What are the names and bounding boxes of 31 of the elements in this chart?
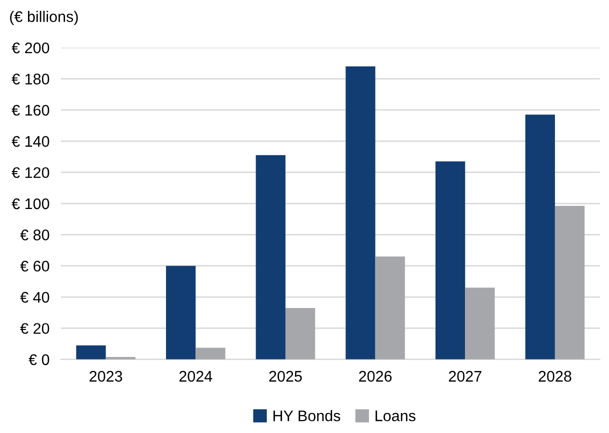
y-tick-label: € 0 [28,354,50,366]
x-tick-label: 2024 [179,370,212,382]
legend-label: Loans [376,410,416,422]
bar [196,348,226,360]
legend-label: HY Bonds [273,410,340,422]
y-tick-label: € 140 [12,136,50,147]
bar [525,114,555,360]
y-tick-label: € 180 [12,74,50,84]
bar [346,66,376,360]
bar [554,206,585,360]
bar [256,155,286,360]
bar [76,345,106,360]
x-tick-label: 2026 [359,370,392,382]
bar [285,308,316,360]
y-tick-label: € 160 [12,104,50,116]
bar [166,266,196,360]
x-tick-label: 2023 [90,370,122,382]
y-tick-label: € 80 [20,230,50,240]
x-tick-label: 2027 [448,370,482,382]
y-tick-label: € 20 [20,323,50,334]
y-tick-label: € 40 [20,292,50,303]
bar [465,288,495,360]
y-tick-label: € 100 [12,198,50,210]
y-tick-label: € 200 [12,42,50,54]
bar [435,161,466,360]
y-tick-label: € 120 [12,167,50,178]
y-axis-title: (€ billions) [10,10,78,26]
x-tick-label: 2025 [269,370,302,382]
bar [375,256,405,360]
x-tick-label: 2028 [538,370,572,382]
y-tick-label: € 60 [20,260,50,272]
